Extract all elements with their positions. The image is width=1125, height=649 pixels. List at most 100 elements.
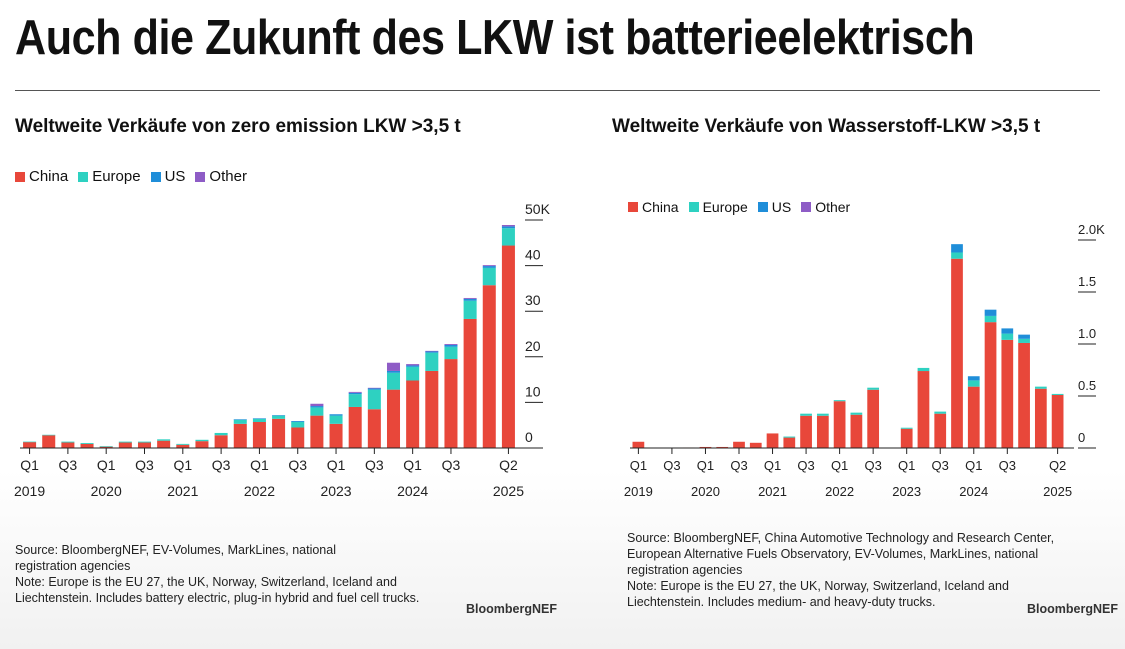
bar-segment-europe	[425, 352, 439, 371]
right-legend: China Europe US Other	[628, 199, 850, 215]
bar-segment-europe	[444, 346, 458, 360]
left-chart-title: Weltweite Verkäufe von zero emission LKW…	[15, 116, 461, 137]
bar-segment-europe	[1001, 333, 1014, 340]
bar-segment-china	[934, 413, 947, 448]
note-line: Note: Europe is the EU 27, the UK, Norwa…	[627, 579, 1009, 593]
x-tick-label: Q1	[250, 457, 269, 473]
bar-segment-europe	[118, 441, 132, 443]
bar-segment-europe	[984, 315, 997, 323]
left-brand-logo: BloombergNEF	[466, 602, 557, 616]
bar-segment-europe	[348, 394, 362, 407]
bar-segment-china	[984, 322, 997, 448]
legend-swatch-us	[150, 171, 161, 182]
bar-segment-china	[444, 359, 458, 448]
bar-segment-china	[137, 442, 152, 448]
bar-segment-europe	[195, 439, 209, 442]
bar-segment-china	[967, 386, 980, 448]
bar-segment-europe	[1018, 338, 1030, 343]
x-tick-label: Q3	[442, 457, 461, 473]
bar-segment-china	[900, 428, 913, 448]
bar-segment-china	[951, 258, 963, 448]
bar-segment-europe	[233, 419, 247, 424]
x-tick-label: Q3	[288, 457, 307, 473]
bar-segment-europe	[783, 436, 796, 438]
x-tick-label: Q3	[932, 458, 949, 473]
bar-segment-europe	[833, 400, 846, 402]
legend-label: Other	[209, 168, 247, 185]
x-tick-label: Q1	[764, 458, 781, 473]
bar-segment-other	[386, 362, 401, 371]
note-line: Note: Europe is the EU 27, the UK, Norwa…	[15, 575, 397, 589]
bar-segment-china	[118, 442, 132, 448]
bar-segment-china	[272, 418, 286, 448]
x-tick-label: Q1	[630, 458, 647, 473]
y-tick-label: 0	[1078, 430, 1085, 445]
note-line: registration agencies	[627, 563, 743, 577]
legend-label: US	[771, 199, 792, 215]
legend-swatch-other	[195, 171, 206, 182]
bar-segment-china	[833, 401, 846, 448]
bar-segment-us	[984, 309, 997, 316]
bar-segment-china	[61, 442, 75, 448]
bar-segment-other	[482, 265, 496, 267]
right-chart-title: Weltweite Verkäufe von Wasserstoff-LKW >…	[612, 116, 1041, 137]
bar-segment-us	[291, 421, 305, 423]
x-tick-label: Q3	[365, 457, 384, 473]
x-year-label: 2020	[691, 484, 720, 499]
x-tick-label: Q3	[730, 458, 747, 473]
bar-segment-china	[310, 415, 324, 448]
legend-item-other: Other	[801, 199, 850, 215]
bar-segment-europe	[934, 411, 947, 414]
legend-label: Europe	[92, 168, 141, 185]
x-year-label: 2024	[959, 484, 988, 499]
x-tick-label: Q3	[797, 458, 814, 473]
x-tick-label: Q1	[327, 457, 346, 473]
x-tick-label: Q3	[864, 458, 881, 473]
bar-segment-china	[367, 409, 381, 448]
bar-segment-us	[425, 351, 439, 353]
y-tick-label: 10	[525, 383, 541, 399]
bar-segment-europe	[329, 415, 343, 424]
bar-segment-china	[1018, 342, 1030, 448]
bar-segment-europe	[386, 372, 401, 390]
x-tick-label: Q2	[1049, 458, 1066, 473]
y-tick-label: 1.5	[1078, 274, 1096, 289]
bar-segment-other	[501, 225, 515, 227]
bar-segment-china	[850, 414, 863, 448]
note-line: European Alternative Fuels Observatory, …	[627, 547, 1039, 561]
bar-segment-europe	[501, 228, 515, 246]
left-source-note: Source: BloombergNEF, EV-Volumes, MarkLi…	[15, 542, 419, 606]
x-tick-label: Q3	[999, 458, 1016, 473]
y-tick-label: 2.0K	[1078, 222, 1105, 237]
bar-segment-other	[425, 350, 439, 352]
page-title: Auch die Zukunft des LKW ist batterieele…	[15, 11, 975, 65]
bar-segment-other	[348, 391, 362, 393]
y-tick-label: 50K	[525, 201, 551, 217]
bar-segment-europe	[850, 412, 863, 415]
x-tick-label: Q1	[831, 458, 848, 473]
note-line: Liechtenstein. Includes battery electric…	[15, 591, 420, 605]
bar-segment-china	[157, 440, 171, 448]
bar-segment-other	[367, 387, 381, 389]
bar-segment-europe	[80, 442, 94, 444]
x-year-label: 2019	[14, 483, 45, 499]
x-tick-label: Q3	[212, 457, 231, 473]
bar-segment-us	[967, 376, 980, 381]
bar-segment-europe	[406, 366, 420, 381]
bar-segment-china	[23, 442, 37, 448]
bar-segment-china	[816, 415, 829, 448]
bar-segment-other	[406, 364, 420, 366]
x-year-label: 2020	[91, 483, 122, 499]
bar-segment-china	[501, 245, 515, 448]
bar-segment-europe	[463, 300, 477, 319]
bar-segment-china	[1001, 339, 1014, 448]
bar-segment-us	[252, 418, 266, 419]
legend-swatch-china	[15, 171, 25, 182]
bar-segment-china	[749, 442, 762, 448]
bar-segment-europe	[1051, 393, 1064, 395]
bar-segment-china	[766, 433, 779, 448]
y-tick-label: 40	[525, 247, 541, 263]
bar-segment-us	[310, 406, 324, 408]
bar-segment-china	[1051, 394, 1064, 448]
